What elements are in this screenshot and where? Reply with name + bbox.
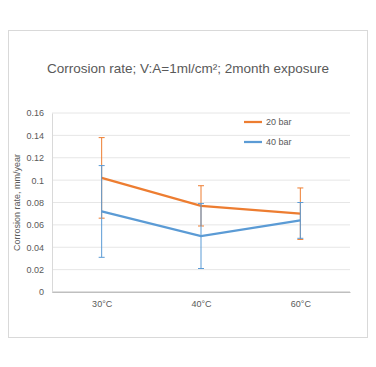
y-tick-label: 0.04: [26, 243, 44, 253]
x-tick-label: 40°C: [191, 299, 212, 309]
y-tick-label: 0.14: [26, 131, 44, 141]
y-tick: 0: [39, 287, 52, 297]
error-cap: [99, 165, 105, 166]
y-tick: 0.04: [26, 243, 52, 253]
error-cap: [99, 257, 105, 258]
y-tick-label: 0.06: [26, 220, 44, 230]
error-cap: [297, 239, 303, 240]
x-tick-label: 30°C: [92, 299, 113, 309]
x-tick-label: 60°C: [291, 299, 312, 309]
legend-label: 40 bar: [266, 137, 292, 147]
x-tick: 60°C: [291, 292, 312, 309]
x-axis-line: [53, 292, 351, 293]
series: [99, 166, 304, 269]
y-axis: 0 0.02 0.04 0.06 0.08 0.1 0.12 0.14 0.16: [26, 108, 52, 297]
legend-item: 40 bar: [244, 137, 292, 147]
legend-item: 20 bar: [244, 117, 292, 127]
grid-line: [52, 135, 350, 136]
x-tick: 40°C: [191, 292, 212, 309]
error-cap: [297, 202, 303, 203]
y-tick-label: 0.12: [26, 153, 44, 163]
legend-label: 20 bar: [266, 117, 292, 127]
grid-line: [52, 269, 350, 270]
error-cap: [297, 187, 303, 188]
y-tick-label: 0.16: [26, 108, 44, 118]
y-tick: 0.12: [26, 153, 52, 163]
grid-line: [52, 180, 350, 181]
y-axis-line: [52, 114, 53, 293]
error-bar: [198, 204, 204, 269]
error-bar: [297, 203, 303, 239]
title: Corrosion rate; V:A=1ml/cm²; 2month expo…: [47, 61, 329, 76]
y-tick: 0.06: [26, 220, 52, 230]
error-cap: [198, 268, 204, 269]
legend-swatch: [244, 121, 262, 123]
legend-swatch: [244, 141, 262, 143]
chart: Corrosion rate; V:A=1ml/cm²; 2month expo…: [0, 0, 376, 367]
y-tick: 0.1: [31, 176, 52, 186]
error-bar: [99, 166, 105, 258]
grid-line: [52, 292, 350, 293]
y-axis-title: Corrosion rate, mm/year: [12, 154, 22, 251]
plot: 0 0.02 0.04 0.06 0.08 0.1 0.12 0.14 0.16 30°C 40°C…: [26, 108, 350, 309]
error-stem: [300, 188, 301, 239]
grid: [52, 113, 350, 292]
error-stem: [201, 204, 202, 269]
y-tick-label: 0.08: [26, 198, 44, 208]
error-cap: [198, 203, 204, 204]
y-tick: 0.02: [26, 265, 52, 275]
error-bar: [297, 188, 303, 239]
chart-frame: [9, 31, 368, 338]
y-tick-label: 0.1: [31, 176, 44, 186]
y-tick-label: 0.02: [26, 265, 44, 275]
grid-line: [52, 157, 350, 158]
error-stem: [101, 166, 102, 258]
error-cap: [99, 137, 105, 138]
grid-line: [52, 113, 350, 114]
marks: [99, 138, 304, 269]
error-cap: [297, 238, 303, 239]
error-stem: [300, 203, 301, 239]
y-tick: 0.16: [26, 108, 52, 118]
error-cap: [198, 185, 204, 186]
x-tick: 30°C: [92, 292, 113, 309]
x-axis: 30°C 40°C 60°C: [53, 292, 351, 309]
y-tick: 0.08: [26, 198, 52, 208]
y-tick-label: 0: [39, 287, 44, 297]
y-tick: 0.14: [26, 131, 52, 141]
legend: 20 bar 40 bar: [244, 117, 292, 147]
